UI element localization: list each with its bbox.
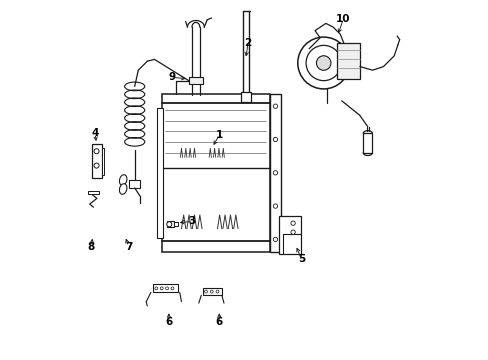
Bar (167, 221, 173, 227)
Circle shape (204, 290, 207, 293)
Bar (129, 180, 140, 188)
Bar (241, 92, 251, 102)
Circle shape (273, 138, 277, 142)
Circle shape (305, 45, 341, 81)
Text: 5: 5 (297, 254, 305, 264)
Circle shape (165, 287, 168, 290)
Bar (363, 133, 371, 153)
Bar (102, 148, 104, 175)
Circle shape (316, 56, 330, 70)
Bar (157, 108, 163, 238)
Circle shape (166, 222, 171, 227)
Circle shape (216, 290, 219, 293)
Circle shape (273, 104, 277, 108)
Bar (152, 284, 178, 292)
Text: 2: 2 (244, 38, 251, 48)
Text: 6: 6 (215, 317, 223, 327)
Circle shape (273, 204, 277, 208)
Text: 7: 7 (124, 242, 132, 252)
Bar (278, 216, 301, 254)
Text: 8: 8 (88, 242, 95, 252)
Text: 1: 1 (215, 130, 223, 140)
Circle shape (290, 230, 295, 234)
Text: 3: 3 (188, 216, 196, 226)
Circle shape (94, 149, 99, 154)
Ellipse shape (363, 131, 371, 136)
Ellipse shape (119, 175, 127, 185)
Circle shape (290, 221, 295, 225)
Circle shape (273, 171, 277, 175)
Bar (203, 288, 222, 295)
Bar (91, 144, 102, 178)
Circle shape (171, 287, 174, 290)
Circle shape (160, 287, 163, 290)
Bar (269, 94, 281, 252)
Circle shape (273, 237, 277, 242)
Bar (88, 191, 99, 194)
Bar (162, 94, 269, 252)
Text: 6: 6 (165, 317, 172, 327)
Bar (336, 43, 359, 79)
Circle shape (155, 287, 158, 290)
Circle shape (297, 37, 349, 89)
Text: 4: 4 (91, 128, 99, 138)
Text: 9: 9 (168, 72, 176, 82)
Text: 10: 10 (336, 14, 350, 24)
Circle shape (94, 163, 99, 168)
Bar (188, 77, 203, 84)
Ellipse shape (363, 150, 371, 156)
Ellipse shape (119, 184, 127, 194)
Bar (173, 222, 178, 226)
Circle shape (210, 290, 213, 293)
